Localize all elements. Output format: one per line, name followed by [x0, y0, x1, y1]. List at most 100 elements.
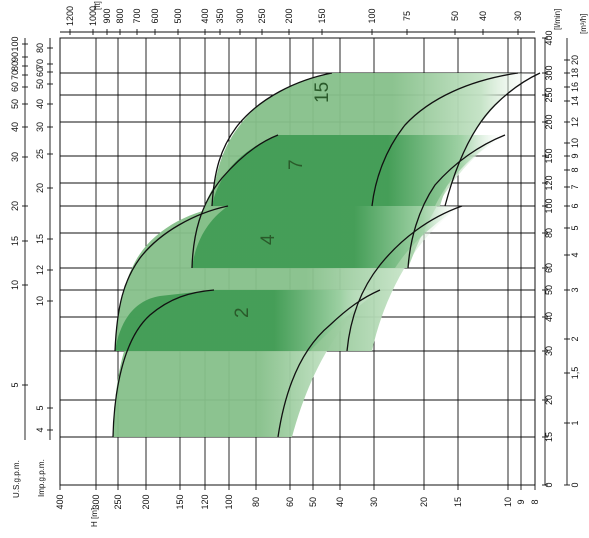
flow-impgpm-tick-label: 50: [35, 79, 45, 89]
flow-m3h-tick-label: 2: [570, 336, 580, 341]
head-ft-tick-label: 150: [317, 8, 327, 23]
head-m-tick-label: 150: [175, 494, 185, 509]
curve-2-max: [112, 289, 215, 438]
flow-usgpm-tick-label: 60: [10, 82, 20, 92]
flow-impgpm-tick-label: 10: [35, 296, 45, 306]
head-m-tick-label: 20: [419, 497, 429, 507]
zone-label-4: 4: [258, 234, 279, 245]
flow-usgpm-tick-label: 30: [10, 152, 20, 162]
head-ft-tick-label: 350: [215, 8, 225, 23]
flow-m3h-tick-label: 7: [570, 184, 580, 189]
head-m-tick-label: 100: [224, 494, 234, 509]
head-ft-tick-label: 1200: [65, 6, 75, 26]
flow-lmin-tick-label: 250: [544, 87, 554, 102]
head-ft-tick-label: 300: [235, 8, 245, 23]
head-ft-tick-label: 250: [257, 8, 267, 23]
flow-impgpm-tick-label: 4: [35, 427, 45, 432]
zone-label-2: 2: [232, 307, 253, 318]
pump-curves: [112, 72, 541, 438]
curve-4-max: [114, 205, 229, 352]
flow-lmin-tick-label: 150: [544, 148, 554, 163]
head-m-tick-label: 200: [141, 494, 151, 509]
flow-usgpm-tick-label: 50: [10, 99, 20, 109]
flow-m3h-tick-label: 16: [570, 82, 580, 92]
flow-impgpm-tick-label: 80: [35, 43, 45, 53]
flow-m3h-tick-label: 9: [570, 153, 580, 158]
head-m-axis: 400 300 250 200 150 120 100 80 60 50 40 30 20 15 10 9 8: [55, 485, 540, 510]
head-ft-tick-label: 100: [367, 8, 377, 23]
pump-zones: [113, 73, 540, 437]
flow-usgpm-tick-label: 80: [10, 61, 20, 71]
flow-impgpm-tick-label: 30: [35, 122, 45, 132]
flow-m3h-tick-label: 4: [570, 252, 580, 257]
curve-15-mid: [444, 72, 541, 207]
zone-label-15: 15: [312, 82, 333, 103]
head-m-tick-label: 60: [285, 497, 295, 507]
flow-m3h-tick-label: 6: [570, 203, 580, 208]
head-m-tick-label: 300: [91, 494, 101, 509]
flow-m3h-unit: [m³/h]: [579, 14, 588, 34]
flow-lmin-tick-label: 0: [544, 482, 554, 487]
flow-lmin-tick-label: 20: [544, 395, 554, 405]
curve-15-max: [211, 72, 333, 207]
flow-lmin-tick-label: 40: [544, 312, 554, 322]
head-ft-tick-label: 600: [150, 8, 160, 23]
zone-2-dark: [115, 290, 380, 351]
curve-7-end: [407, 134, 506, 269]
head-ft-tick-label: 1000: [88, 6, 98, 26]
flow-m3h-tick-label: 20: [570, 55, 580, 65]
head-ft-tick-label: 75: [402, 11, 412, 21]
flow-m3h-tick-label: 14: [570, 96, 580, 106]
head-ft-tick-label: 40: [478, 11, 488, 21]
flow-usgpm-tick-label: 40: [10, 122, 20, 132]
flow-lmin-unit: [l/min]: [553, 9, 562, 30]
zone-7-dark: [212, 135, 505, 206]
head-ft-tick-label: 30: [513, 11, 523, 21]
flow-impgpm-tick-label: 5: [35, 405, 45, 410]
head-ft-tick-label: 700: [132, 8, 142, 23]
flow-impgpm-tick-label: 15: [35, 234, 45, 244]
head-m-tick-label: 80: [251, 497, 261, 507]
flow-usgpm-unit: U.S.g.p.m.: [12, 460, 21, 498]
flow-m3h-tick-label: 8: [570, 167, 580, 172]
flow-lmin-tick-label: 100: [544, 198, 554, 213]
flow-impgpm-tick-label: 60: [35, 67, 45, 77]
curve-7-max: [191, 134, 279, 269]
flow-usgpm-tick-label: 5: [10, 382, 20, 387]
zone-label-7: 7: [286, 159, 307, 170]
head-m-tick-label: 40: [335, 497, 345, 507]
flow-m3h-tick-label: 1,5: [570, 367, 580, 380]
curve-2-end: [277, 289, 381, 438]
head-m-tick-label: 15: [453, 497, 463, 507]
zone-4-dark: [192, 206, 462, 268]
flow-m3h-tick-label: 10: [570, 138, 580, 148]
flow-m3h-tick-label: 0: [570, 482, 580, 487]
flow-m3h-tick-label: 1: [570, 420, 580, 425]
head-ft-unit: [ft]: [93, 1, 102, 10]
flow-usgpm-tick-label: 100: [10, 36, 20, 51]
flow-m3h-tick-label: 18: [570, 68, 580, 78]
flow-lmin-tick-label: 50: [544, 285, 554, 295]
head-m-tick-label: 30: [369, 497, 379, 507]
flow-m3h-tick-label: 3: [570, 287, 580, 292]
flow-lmin-tick-label: 15: [544, 432, 554, 442]
head-m-tick-label: 400: [55, 494, 65, 509]
head-m-tick-label: 9: [516, 499, 526, 504]
head-m-tick-label: 8: [530, 499, 540, 504]
curve-15-end: [371, 72, 519, 207]
flow-impgpm-unit: Imp.g.p.m.: [37, 459, 46, 497]
flow-impgpm-tick-label: 70: [35, 59, 45, 69]
head-m-tick-label: 250: [113, 494, 123, 509]
flow-usgpm-tick-label: 90: [10, 52, 20, 62]
head-ft-tick-label: 900: [102, 8, 112, 23]
flow-impgpm-tick-label: 20: [35, 183, 45, 193]
head-m-tick-label: 10: [503, 497, 513, 507]
head-m-tick-label: 120: [200, 494, 210, 509]
flow-usgpm-tick-label: 10: [10, 280, 20, 290]
head-ft-tick-label: 500: [173, 8, 183, 23]
flow-usgpm-tick-label: 20: [10, 201, 20, 211]
curve-4-end: [346, 205, 463, 352]
